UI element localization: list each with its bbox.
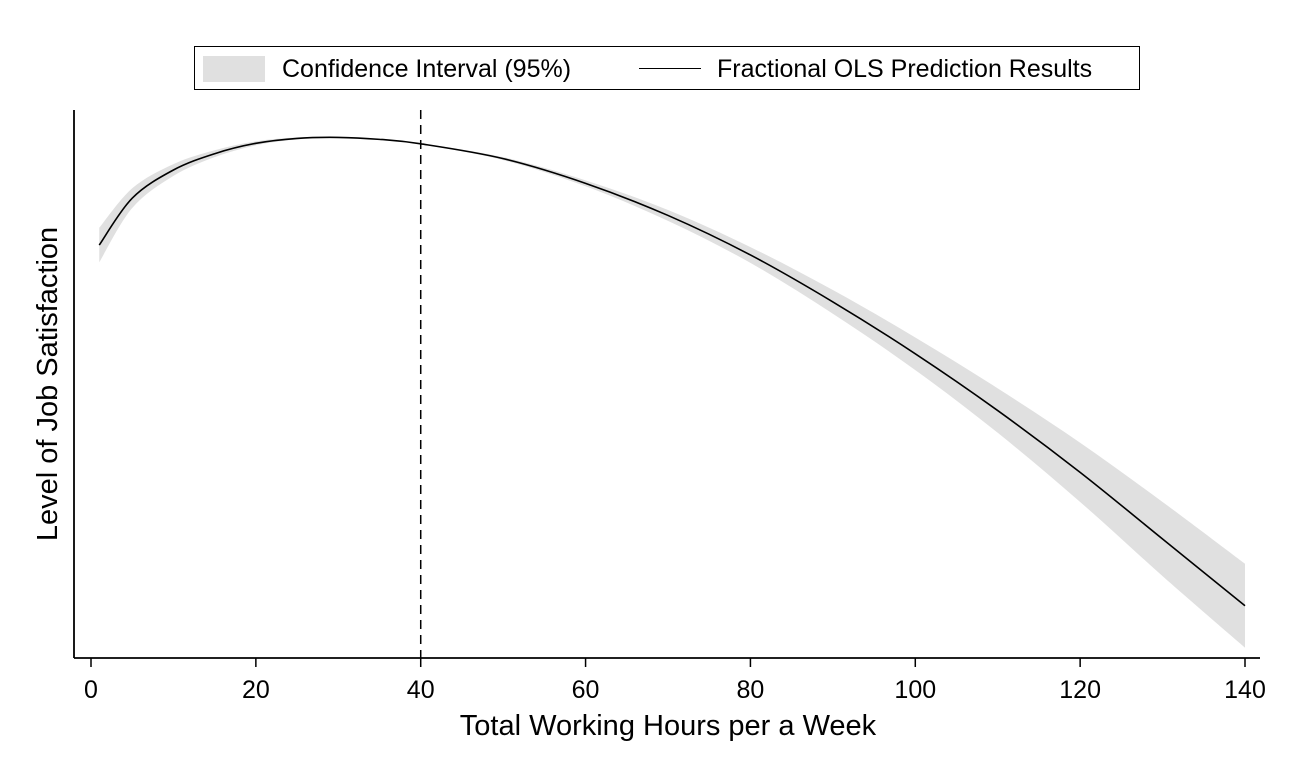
x-tick-label: 80 bbox=[737, 676, 765, 704]
legend-ci-label: Confidence Interval (95%) bbox=[282, 55, 572, 83]
x-tick-label: 0 bbox=[84, 676, 98, 704]
legend-ci-swatch bbox=[203, 56, 265, 82]
prediction-line-layer bbox=[98, 136, 1246, 607]
prediction-line bbox=[98, 136, 1246, 607]
x-tick-label: 40 bbox=[407, 676, 435, 704]
y-axis-title: Level of Job Satisfaction bbox=[32, 227, 64, 541]
legend-line-swatch bbox=[639, 68, 701, 69]
x-tick-label: 60 bbox=[572, 676, 600, 704]
x-axis-title: Total Working Hours per a Week bbox=[460, 710, 877, 742]
confidence-band bbox=[99, 136, 1246, 648]
x-tick-label: 20 bbox=[242, 676, 270, 704]
x-tick-label: 120 bbox=[1059, 676, 1101, 704]
confidence-band-layer bbox=[99, 136, 1246, 648]
legend-line-label: Fractional OLS Prediction Results bbox=[717, 55, 1093, 83]
axes-layer bbox=[73, 110, 1260, 659]
x-tick-layer: 0 20 40 60 80 100 120 140 bbox=[84, 658, 1266, 704]
x-tick-label: 100 bbox=[894, 676, 936, 704]
x-tick-label: 140 bbox=[1224, 676, 1266, 704]
legend: Confidence Interval (95%) Fractional OLS… bbox=[194, 46, 1140, 90]
